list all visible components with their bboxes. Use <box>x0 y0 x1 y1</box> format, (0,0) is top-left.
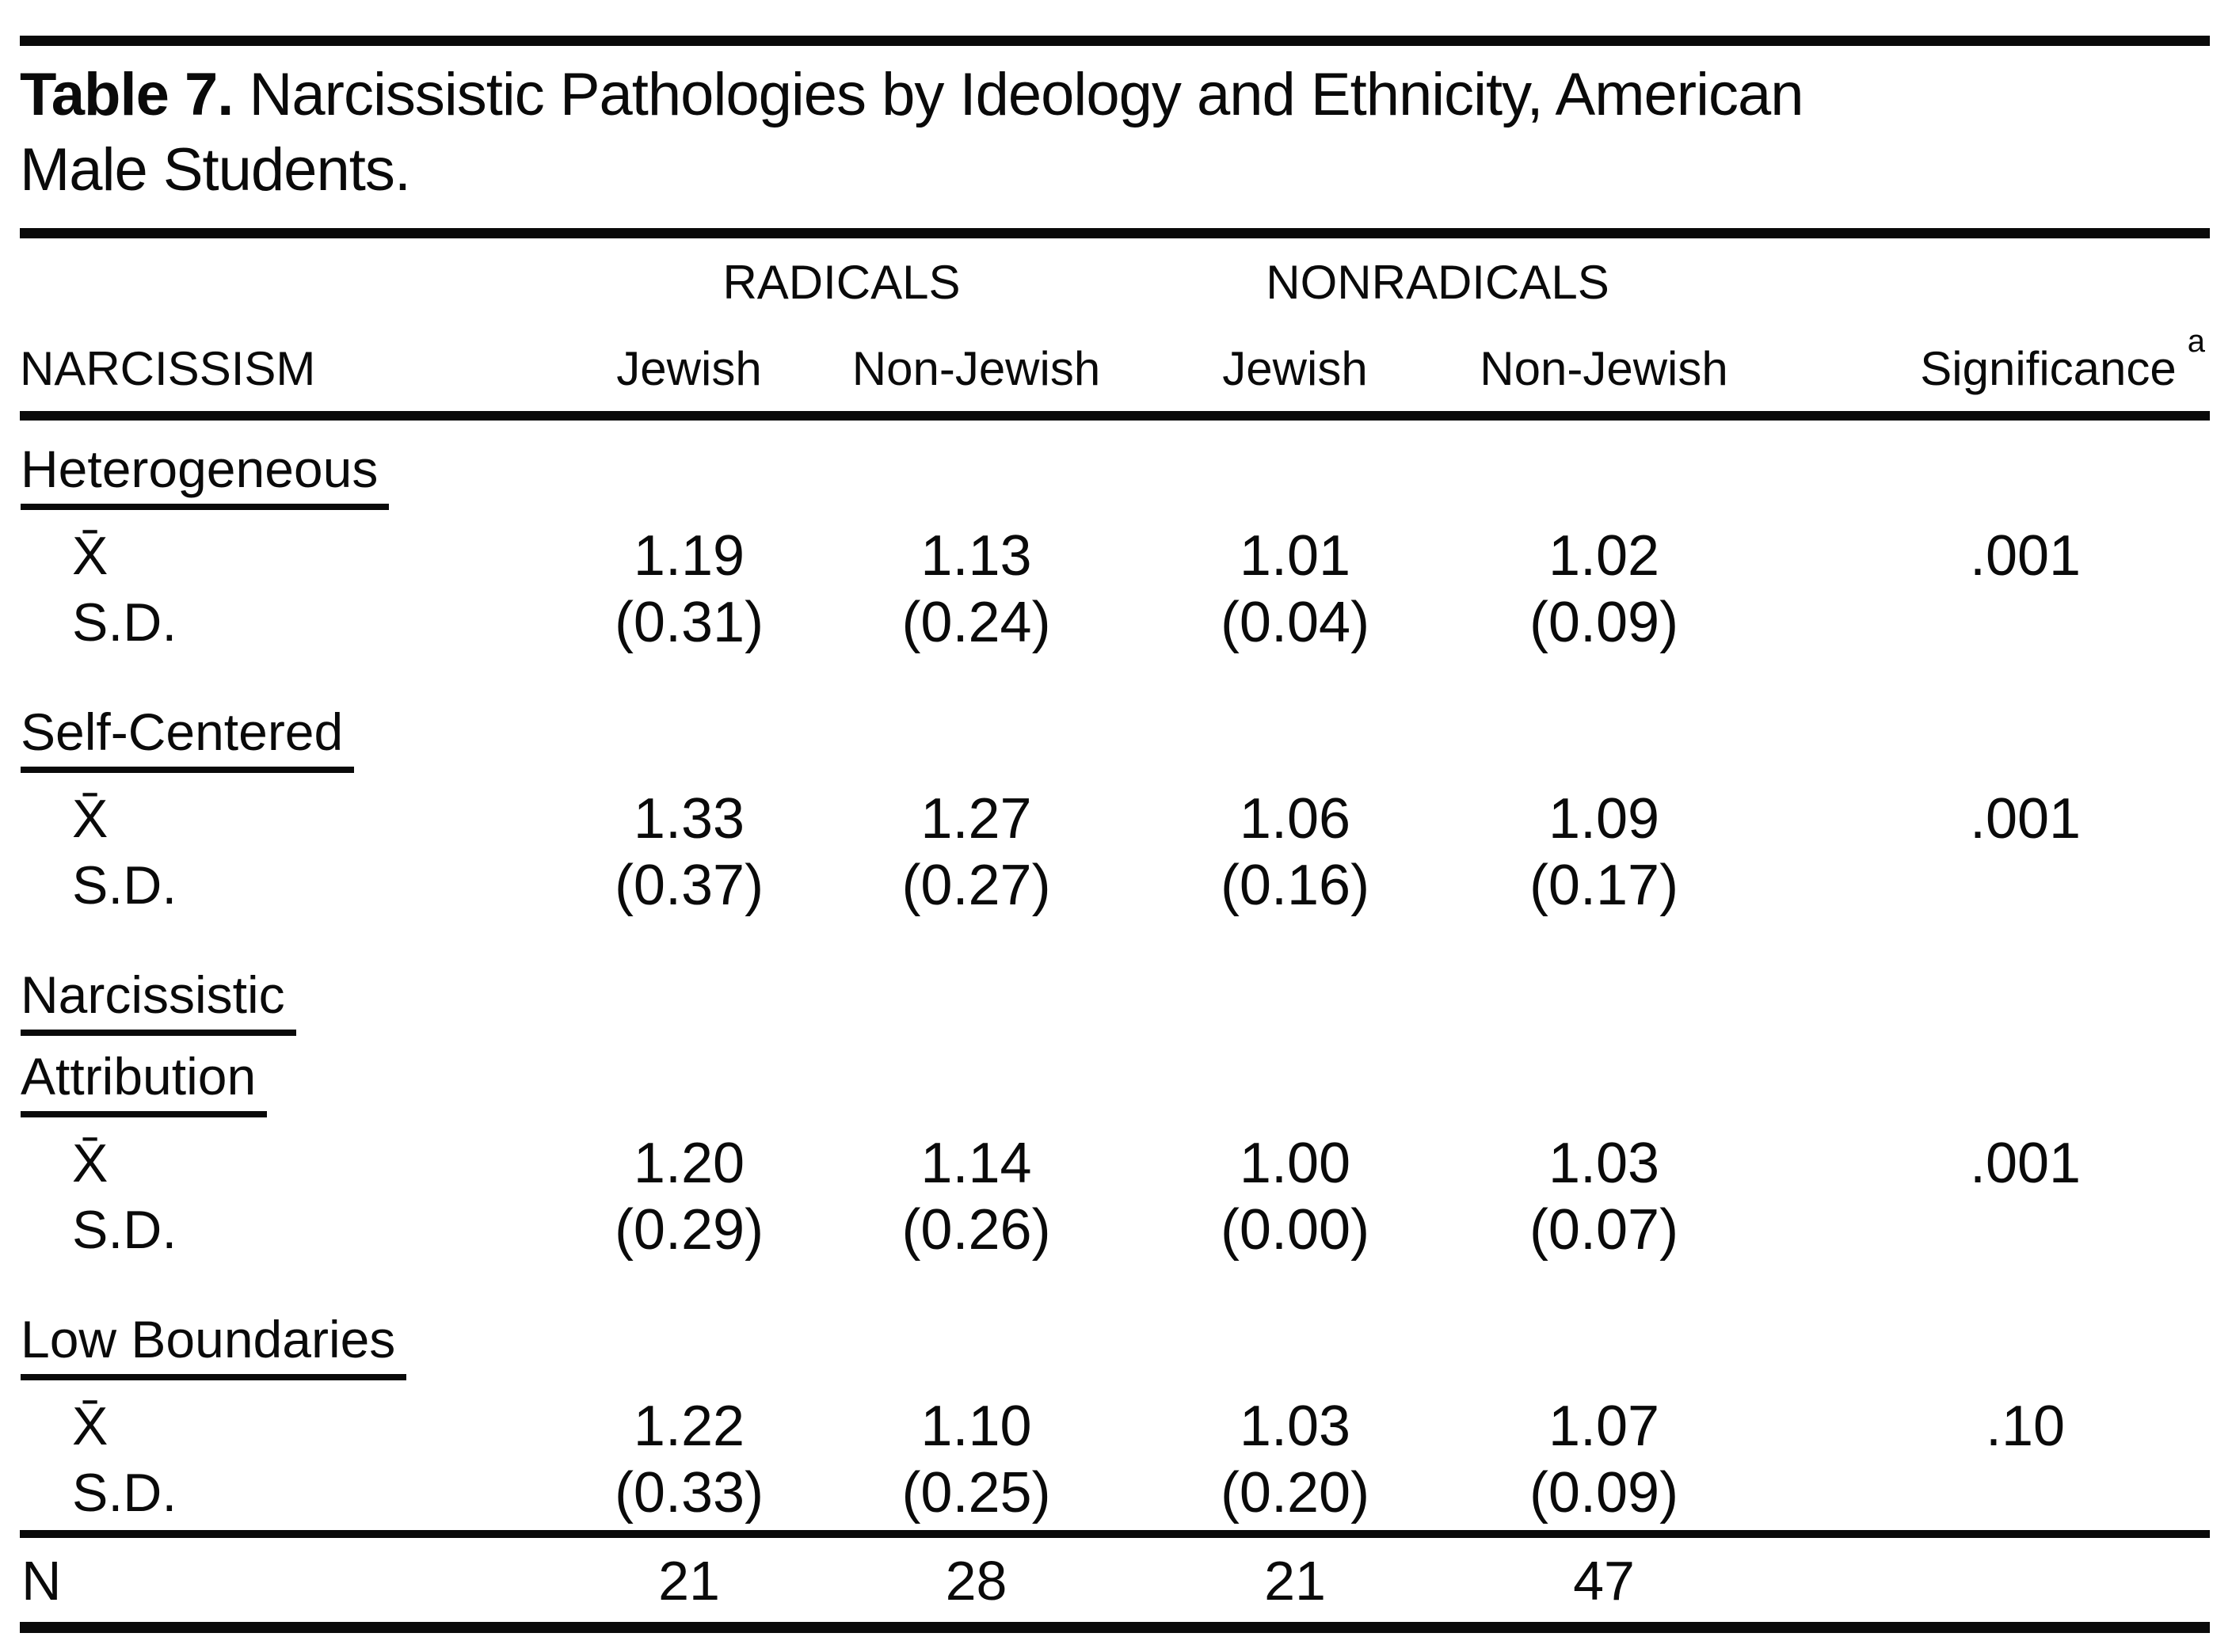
column-header-significance: Significance a <box>1746 310 2211 421</box>
sd-value: (0.00) <box>1220 1198 1370 1262</box>
sd-value: (0.25) <box>901 1461 1051 1524</box>
section-heading-cell: Self-Centered <box>20 660 2210 774</box>
n-value: 47 <box>1461 1530 1747 1633</box>
mean-value: 1.07 <box>1548 1395 1660 1458</box>
sd-value: (0.29) <box>614 1198 764 1262</box>
n-value: 21 <box>554 1530 824 1633</box>
sd-row: S.D. (0.29) (0.26) (0.00) (0.07) <box>20 1197 2210 1267</box>
mean-value: 1.14 <box>920 1132 1032 1195</box>
significance-empty <box>1746 852 2210 923</box>
section-heading-row: Narcissistic Attribution <box>20 923 2210 1118</box>
section-heading-row: Self-Centered <box>20 660 2210 774</box>
mean-value: 1.22 <box>633 1395 745 1458</box>
mean-label: X̄ <box>72 526 109 586</box>
column-header-jewish-radicals: Jewish <box>554 310 824 421</box>
section-title-heterogeneous: Heterogeneous <box>21 440 390 510</box>
section-title-self-centered: Self-Centered <box>21 702 355 773</box>
group-header-radicals: RADICALS <box>722 256 961 309</box>
spacer-cell <box>20 238 554 310</box>
sd-value: (0.33) <box>614 1461 764 1524</box>
mean-value: 1.10 <box>920 1395 1032 1458</box>
mean-value: 1.13 <box>920 524 1032 588</box>
table-title-line2: Male Students. <box>20 136 411 204</box>
sd-value: (0.26) <box>901 1198 1051 1262</box>
section-heading-cell: Narcissistic Attribution <box>20 923 2210 1118</box>
mean-label: X̄ <box>72 1396 109 1456</box>
mean-row: X̄ 1.20 1.14 1.00 1.03 .001 <box>20 1118 2210 1197</box>
significance-value: .001 <box>1969 1132 2082 1195</box>
section-title-narcissistic: Narcissistic <box>21 965 296 1036</box>
n-value: 28 <box>824 1530 1129 1633</box>
section-heading-row: Heterogeneous <box>20 416 2210 511</box>
significance-label: Significance <box>1920 342 2177 395</box>
column-header-nonjewish-nonradicals: Non-Jewish <box>1461 310 1747 421</box>
sd-label: S.D. <box>72 1463 177 1523</box>
mean-value: 1.03 <box>1239 1395 1351 1458</box>
n-label: N <box>20 1530 554 1633</box>
significance-value: .10 <box>1985 1395 2066 1458</box>
title-bottom-rule <box>20 228 2210 238</box>
mean-value: 1.19 <box>633 524 745 588</box>
column-header-narcissism: NARCISSISM <box>20 310 554 421</box>
mean-value: 1.33 <box>633 787 745 851</box>
mean-value: 1.01 <box>1239 524 1351 588</box>
sd-value: (0.07) <box>1529 1198 1679 1262</box>
sd-label: S.D. <box>72 592 177 653</box>
table-title: Table 7. Narcissistic Pathologies by Ide… <box>20 57 2129 207</box>
column-header-jewish-nonradicals: Jewish <box>1129 310 1461 421</box>
group-header-nonradicals: NONRADICALS <box>1266 256 1609 309</box>
section-heading-row: Low Boundaries <box>20 1267 2210 1381</box>
significance-value: .001 <box>1969 787 2082 851</box>
significance-footnote-marker: a <box>2187 324 2206 359</box>
mean-value: 1.27 <box>920 787 1032 851</box>
n-empty <box>1746 1530 2211 1633</box>
sd-value: (0.37) <box>614 854 764 917</box>
sample-size-row: N 21 28 21 47 <box>20 1530 2211 1633</box>
sd-value: (0.09) <box>1529 1461 1679 1524</box>
section-title-attribution: Attribution <box>21 1047 268 1117</box>
mean-label: X̄ <box>72 789 109 849</box>
sd-label: S.D. <box>72 855 177 915</box>
top-rule <box>20 36 2210 46</box>
data-table: RADICALS NONRADICALS NARCISSISM Jewish N… <box>20 238 2211 1633</box>
group-header-row: RADICALS NONRADICALS <box>20 238 2210 310</box>
mean-value: 1.09 <box>1548 787 1660 851</box>
mean-value: 1.00 <box>1239 1132 1351 1195</box>
column-header-row: NARCISSISM Jewish Non-Jewish Jewish Non-… <box>20 310 2211 421</box>
mean-value: 1.20 <box>633 1132 745 1195</box>
sd-value: (0.04) <box>1220 591 1370 654</box>
sd-value: (0.27) <box>901 854 1051 917</box>
significance-empty <box>1746 1460 2210 1534</box>
sd-value: (0.20) <box>1220 1461 1370 1524</box>
n-value: 21 <box>1129 1530 1461 1633</box>
mean-row: X̄ 1.22 1.10 1.03 1.07 .10 <box>20 1381 2210 1460</box>
sd-value: (0.17) <box>1529 854 1679 917</box>
sd-row: S.D. (0.31) (0.24) (0.04) (0.09) <box>20 589 2210 660</box>
mean-value: 1.06 <box>1239 787 1351 851</box>
table-title-line1: Narcissistic Pathologies by Ideology and… <box>249 61 1804 128</box>
section-heading-cell: Heterogeneous <box>20 416 2210 511</box>
significance-value: .001 <box>1969 524 2082 588</box>
significance-empty <box>1746 589 2210 660</box>
column-header-nonjewish-radicals: Non-Jewish <box>824 310 1129 421</box>
sd-row: S.D. (0.33) (0.25) (0.20) (0.09) <box>20 1460 2210 1534</box>
table-number-label: Table 7. <box>20 61 234 128</box>
mean-value: 1.02 <box>1548 524 1660 588</box>
sd-value: (0.09) <box>1529 591 1679 654</box>
significance-empty <box>1746 1197 2210 1267</box>
section-title-low-boundaries: Low Boundaries <box>21 1310 407 1380</box>
sd-value: (0.31) <box>614 591 764 654</box>
mean-label: X̄ <box>72 1133 109 1193</box>
sd-value: (0.16) <box>1220 854 1370 917</box>
sd-label: S.D. <box>72 1200 177 1260</box>
sd-row: S.D. (0.37) (0.27) (0.16) (0.17) <box>20 852 2210 923</box>
mean-value: 1.03 <box>1548 1132 1660 1195</box>
spacer-cell <box>1746 238 2210 310</box>
mean-row: X̄ 1.19 1.13 1.01 1.02 .001 <box>20 511 2210 589</box>
mean-row: X̄ 1.33 1.27 1.06 1.09 .001 <box>20 774 2210 852</box>
section-heading-cell: Low Boundaries <box>20 1267 2210 1381</box>
sd-value: (0.24) <box>901 591 1051 654</box>
